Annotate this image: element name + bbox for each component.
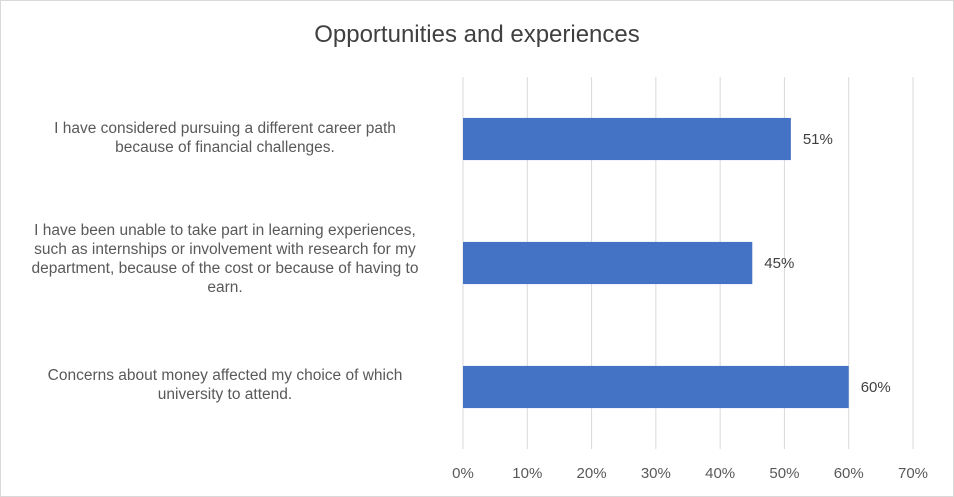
category-label-line: department, because of the cost or becau… — [31, 260, 419, 277]
category-label-line: I have been unable to take part in learn… — [34, 222, 416, 239]
category-label-university-choice: Concerns about money affected my choice … — [5, 366, 445, 404]
x-tick-label: 40% — [705, 465, 735, 482]
x-tick-label: 10% — [512, 465, 542, 482]
category-label-line: Concerns about money affected my choice … — [47, 367, 403, 384]
x-tick-label: 30% — [641, 465, 671, 482]
x-tick-label: 50% — [769, 465, 799, 482]
category-label-learning-experiences: I have been unable to take part in learn… — [5, 221, 445, 297]
x-tick-label: 20% — [577, 465, 607, 482]
bars — [463, 117, 849, 409]
data-label: 60% — [861, 379, 891, 396]
category-label-line: university to attend. — [157, 386, 293, 403]
data-label: 51% — [803, 131, 833, 148]
category-label-career-path: I have considered pursuing a different c… — [5, 119, 445, 157]
x-axis-ticks: 0% 10% 20% 30% 40% 50% 60% 70% — [452, 465, 928, 482]
chart-title: Opportunities and experiences — [314, 21, 640, 48]
x-tick-label: 0% — [452, 465, 474, 482]
x-tick-label: 70% — [898, 465, 928, 482]
bar — [463, 241, 753, 285]
bar — [463, 117, 791, 161]
category-label-line: because of financial challenges. — [115, 139, 335, 156]
x-tick-label: 60% — [834, 465, 864, 482]
category-label-line: such as internships or involvement with … — [34, 241, 416, 258]
bar — [463, 365, 849, 409]
category-label-line: earn. — [207, 279, 243, 296]
data-label: 45% — [764, 255, 794, 272]
category-label-line: I have considered pursuing a different c… — [54, 120, 396, 137]
data-labels: 51% 45% 60% — [764, 131, 890, 396]
